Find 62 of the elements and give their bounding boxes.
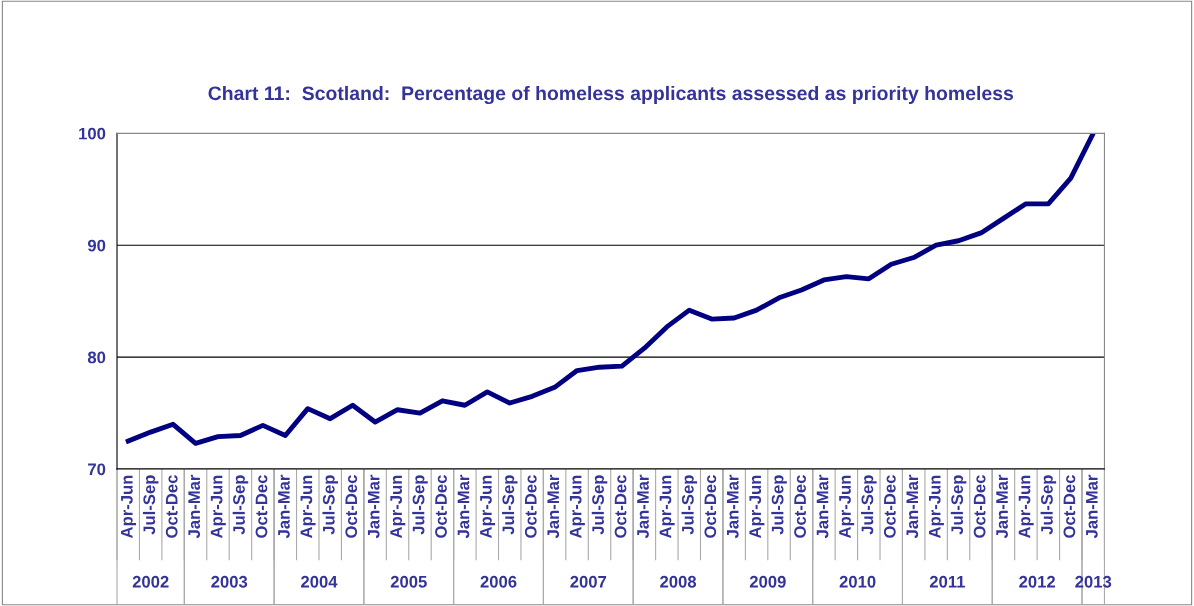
x-tick-label: Oct-Dec xyxy=(255,475,268,538)
text: 2005 xyxy=(390,575,427,588)
x-tick-label: Oct-Dec xyxy=(883,475,896,538)
x-tick-label: Jul-Sep xyxy=(142,475,159,535)
x-tick-label: Oct-Dec xyxy=(165,475,178,538)
y-tick-label: 100 xyxy=(79,127,106,140)
x-tick-label: Apr-Jun xyxy=(928,475,944,539)
x-tick-label: Apr-Jun xyxy=(210,475,226,539)
x-tick-label: Jan-Mar xyxy=(996,474,1008,539)
x-tick-label: Jan-Mar xyxy=(367,474,380,539)
x-tick-label: Oct-Dec xyxy=(1063,475,1076,538)
x-tick-label: Apr-Jun xyxy=(1018,475,1034,539)
y-tick-label: 70 xyxy=(88,463,106,476)
x-tick-label: Jul-Sep xyxy=(950,475,967,535)
x-tick-label: Jul-Sep xyxy=(322,475,338,535)
x-tick-label: Jan-Mar xyxy=(278,474,290,539)
text: 2002 xyxy=(132,575,169,588)
x-tick-label: Jan-Mar xyxy=(457,474,470,539)
x-tick-label: Oct-Dec xyxy=(794,475,806,538)
x-tick-label: Oct-Dec xyxy=(973,475,986,538)
x-tick-label: Jan-Mar xyxy=(637,474,649,539)
x-tick-label: Apr-Jun xyxy=(569,475,585,539)
y-tick-label: 80 xyxy=(87,351,106,364)
text: 2008 xyxy=(660,575,697,588)
text: 2006 xyxy=(480,575,517,588)
x-tick-label: Oct-Dec xyxy=(345,475,358,538)
text: 2013 xyxy=(1075,575,1112,588)
x-tick-label: Apr-Jun xyxy=(300,475,316,539)
text: 2007 xyxy=(570,575,607,588)
text: 2004 xyxy=(301,575,338,588)
x-tick-label: Apr-Jun xyxy=(480,475,496,539)
x-tick-label: Jan-Mar xyxy=(188,474,201,539)
text: 2003 xyxy=(211,575,248,588)
y-tick-label: 90 xyxy=(87,239,106,252)
x-tick-label: Jul-Sep xyxy=(861,475,877,535)
x-tick-label: Jul-Sep xyxy=(681,475,698,535)
x-tick-label: Jul-Sep xyxy=(1040,475,1057,535)
text: 2009 xyxy=(749,575,786,588)
x-tick-label: Jul-Sep xyxy=(501,475,518,535)
x-tick-label: Jan-Mar xyxy=(906,474,919,539)
x-tick-label: Jan-Mar xyxy=(816,474,829,539)
text: 2010 xyxy=(839,575,876,588)
text: 2011 xyxy=(929,575,965,588)
x-tick-label: Apr-Jun xyxy=(659,475,675,539)
x-tick-label: Oct-Dec xyxy=(435,475,447,538)
x-tick-label: Jul-Sep xyxy=(412,475,428,535)
x-tick-label: Jan-Mar xyxy=(1086,474,1098,539)
x-tick-label: Oct-Dec xyxy=(704,475,717,538)
x-tick-label: Oct-Dec xyxy=(614,475,627,538)
x-tick-label: Apr-Jun xyxy=(121,475,136,539)
x-tick-label: Apr-Jun xyxy=(839,475,855,539)
x-tick-label: Jul-Sep xyxy=(591,475,608,535)
x-tick-label: Oct-Dec xyxy=(524,475,537,538)
line-series xyxy=(125,133,1096,446)
text: 2012 xyxy=(1019,575,1055,588)
chart-title: Chart 11: Scotland: Percentage of homeless applicants assessed as priority homeless xyxy=(208,85,1014,105)
x-tick-label: Jul-Sep xyxy=(232,475,249,535)
x-tick-label: Apr-Jun xyxy=(390,475,406,539)
x-tick-label: Jan-Mar xyxy=(547,474,560,539)
x-tick-label: Jul-Sep xyxy=(771,475,787,535)
x-tick-label: Apr-Jun xyxy=(749,475,765,539)
x-tick-label: Jan-Mar xyxy=(727,474,739,539)
